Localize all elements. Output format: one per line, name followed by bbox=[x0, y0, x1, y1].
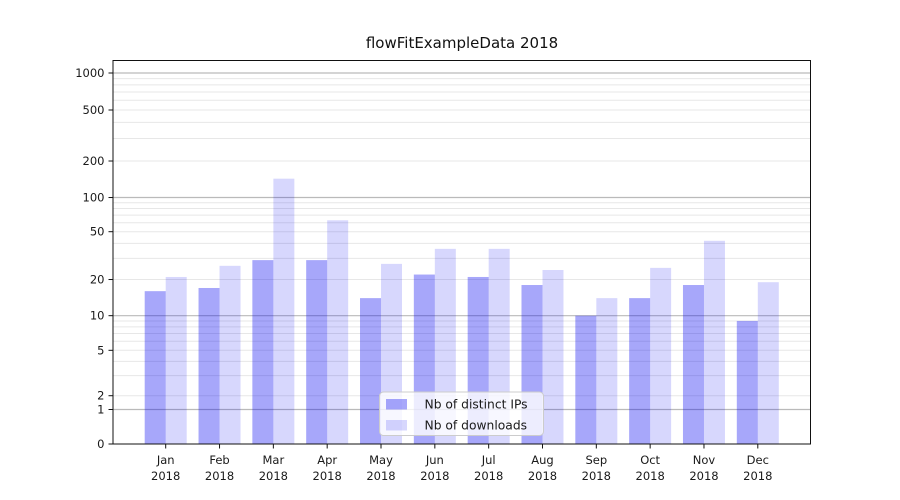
y-tick-label: 50 bbox=[90, 225, 105, 239]
x-tick-label-year: 2018 bbox=[636, 469, 665, 483]
x-tick-label-year: 2018 bbox=[313, 469, 342, 483]
bar-sep-ips bbox=[575, 315, 597, 444]
x-tick-label-year: 2018 bbox=[366, 469, 395, 483]
bar-oct-downloads bbox=[650, 267, 672, 444]
legend-label-distinct-ips: Nb of distinct IPs bbox=[425, 397, 528, 411]
y-tick-label: 10 bbox=[90, 309, 105, 323]
x-tick-label-year: 2018 bbox=[151, 469, 180, 483]
x-tick-label-month: Dec bbox=[747, 453, 769, 467]
bar-may-ips bbox=[360, 298, 382, 444]
x-axis: Jan 2018 Feb 2018 Mar 2018 Apr 2018 May 2018 Jun 20… bbox=[151, 444, 772, 483]
bar-dec-ips bbox=[736, 320, 758, 444]
y-tick-label: 500 bbox=[83, 103, 105, 117]
x-tick-label-month: Feb bbox=[209, 453, 229, 467]
y-tick-label: 200 bbox=[83, 154, 105, 168]
bar-feb-ips bbox=[198, 287, 220, 444]
minor-gridlines bbox=[113, 78, 811, 397]
bar-feb-downloads bbox=[219, 265, 241, 444]
x-tick-label-month: Nov bbox=[693, 453, 716, 467]
bar-mar-ips bbox=[252, 260, 274, 444]
x-tick-label-month: Oct bbox=[640, 453, 660, 467]
x-tick-label-month: Apr bbox=[317, 453, 337, 467]
bar-jan-ips bbox=[144, 291, 166, 444]
legend-swatch-distinct-ips bbox=[386, 399, 407, 410]
x-tick-label-year: 2018 bbox=[205, 469, 234, 483]
x-tick-label-month: Aug bbox=[531, 453, 553, 467]
legend: Nb of distinct IPs Nb of downloads bbox=[379, 391, 544, 436]
bar-aug-downloads bbox=[542, 270, 564, 444]
x-tick-label-month: May bbox=[369, 453, 393, 467]
y-tick-label: 100 bbox=[83, 191, 105, 205]
bar-nov-downloads bbox=[703, 240, 725, 444]
x-tick-label-month: Jan bbox=[156, 453, 175, 467]
bar-sep-downloads bbox=[596, 298, 618, 444]
bar-nov-ips bbox=[682, 285, 704, 444]
x-tick-label-month: Jul bbox=[481, 453, 496, 467]
bar-mar-downloads bbox=[273, 178, 295, 445]
x-tick-label-month: Jun bbox=[425, 453, 444, 467]
y-tick-label: 1000 bbox=[75, 66, 104, 80]
x-tick-label-year: 2018 bbox=[420, 469, 449, 483]
bar-apr-ips bbox=[306, 260, 328, 444]
chart-title: flowFitExampleData 2018 bbox=[365, 34, 559, 52]
y-tick-label: 2 bbox=[97, 389, 104, 403]
x-tick-label-year: 2018 bbox=[474, 469, 503, 483]
plot-border bbox=[112, 60, 811, 445]
y-tick-label: 0 bbox=[97, 437, 104, 451]
x-tick-label-year: 2018 bbox=[582, 469, 611, 483]
x-tick-label-month: Mar bbox=[263, 453, 285, 467]
x-tick-label-month: Sep bbox=[585, 453, 607, 467]
bar-apr-downloads bbox=[327, 220, 349, 444]
bar-jan-downloads bbox=[165, 276, 187, 444]
bar-oct-ips bbox=[629, 298, 651, 444]
legend-swatch-downloads bbox=[386, 420, 407, 431]
legend-box bbox=[379, 391, 544, 436]
y-tick-label: 20 bbox=[90, 273, 105, 287]
legend-label-downloads: Nb of downloads bbox=[425, 418, 528, 432]
x-tick-label-year: 2018 bbox=[528, 469, 557, 483]
y-tick-label: 5 bbox=[97, 343, 104, 357]
y-axis: 0 12 5 10 20 50 100 200 500 1000 bbox=[75, 66, 113, 451]
x-tick-label-year: 2018 bbox=[259, 469, 288, 483]
y-tick-label: 1 bbox=[97, 403, 104, 417]
bar-dec-downloads bbox=[757, 282, 779, 444]
x-tick-label-year: 2018 bbox=[689, 469, 718, 483]
x-tick-label-year: 2018 bbox=[743, 469, 772, 483]
